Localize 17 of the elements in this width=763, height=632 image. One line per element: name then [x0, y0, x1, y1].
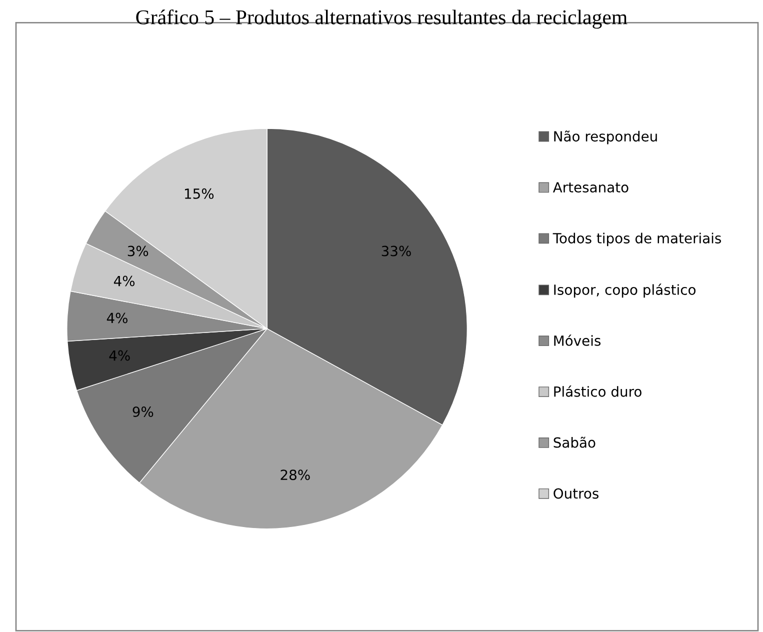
legend-label: Não respondeu	[554, 130, 657, 144]
legend-label: Outros	[554, 488, 598, 499]
legend-label: Isopor, copo plástico	[554, 284, 696, 298]
data-label: 3%	[128, 246, 148, 256]
legend-label: Artesanato	[552, 182, 628, 193]
data-label: 15%	[184, 188, 214, 199]
data-label: 9%	[132, 406, 154, 418]
data-label: 4%	[109, 350, 130, 361]
legend-label: Móveis	[554, 334, 601, 346]
data-label: 4%	[114, 276, 135, 286]
chart-title: Gráfico 5 – Produtos alternativos resultantes da reciclagem	[136, 9, 628, 29]
data-label: 28%	[280, 470, 310, 480]
data-label: 33%	[382, 246, 411, 256]
legend-label: Sabão	[554, 436, 596, 448]
data-label: 4%	[106, 312, 128, 324]
legend-label: Todos tipos de materiais	[552, 232, 722, 246]
legend-label: Plástico duro	[554, 386, 642, 397]
